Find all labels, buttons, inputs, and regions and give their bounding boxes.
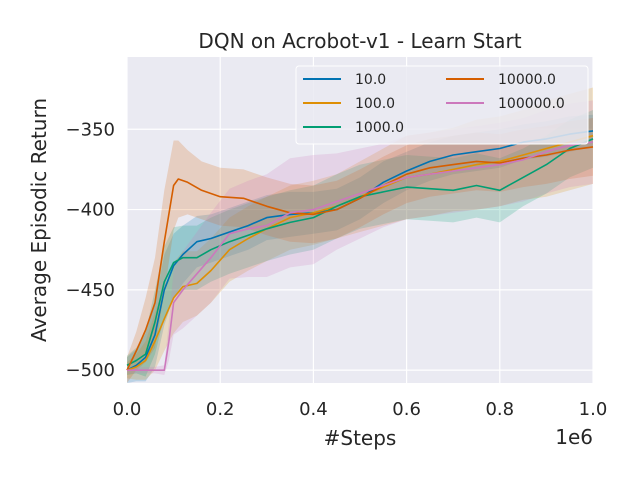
series-line-100000.0 xyxy=(127,141,594,371)
x-tick-label: 0.6 xyxy=(392,399,421,420)
x-tick-label: 0.4 xyxy=(299,399,328,420)
series-band-10000.0 xyxy=(127,118,593,383)
legend-label: 100000.0 xyxy=(498,96,565,112)
x-tick-labels: 0.0 0.2 0.4 0.6 0.8 1.0 xyxy=(113,399,608,420)
series-lines xyxy=(126,130,594,371)
x-tick-label: 0.8 xyxy=(485,399,514,420)
x-axis-offset-label: 1e6 xyxy=(555,425,593,449)
legend-box xyxy=(295,65,589,145)
series-band-100.0 xyxy=(127,87,593,380)
series-band-1000.0 xyxy=(127,110,593,377)
legend: 10.0 100.0 1000.0 10000.0 100000.0 xyxy=(295,65,589,145)
y-tick-label: −500 xyxy=(66,360,115,381)
y-axis-label: Average Episodic Return xyxy=(27,98,51,342)
x-axis-label: #Steps xyxy=(324,426,397,450)
legend-label: 10.0 xyxy=(355,72,386,88)
x-tick-label: 0.2 xyxy=(206,399,235,420)
legend-label: 10000.0 xyxy=(498,72,556,88)
series-band-100000.0 xyxy=(127,100,593,376)
x-tick-label: 1.0 xyxy=(579,399,608,420)
y-tick-labels: −500 −450 −400 −350 xyxy=(66,119,115,381)
legend-label: 100.0 xyxy=(355,96,395,112)
chart-title: DQN on Acrobot-v1 - Learn Start xyxy=(198,29,521,53)
series-line-1000.0 xyxy=(126,138,594,367)
x-tick-label: 0.0 xyxy=(113,399,142,420)
y-tick-label: −350 xyxy=(66,119,115,140)
y-tick-label: −400 xyxy=(66,200,115,221)
legend-label: 1000.0 xyxy=(355,120,404,136)
y-tick-label: −450 xyxy=(66,280,115,301)
series-line-10000.0 xyxy=(126,146,594,371)
